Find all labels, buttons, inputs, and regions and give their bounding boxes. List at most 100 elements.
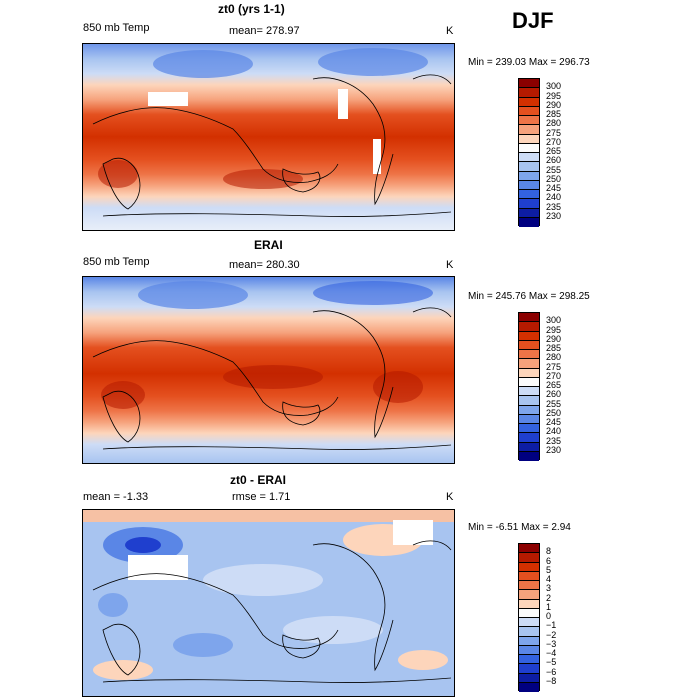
colorbar-swatch xyxy=(519,340,539,350)
colorbar-tick-label: 235 xyxy=(546,201,562,212)
colorbar-swatch xyxy=(519,313,539,323)
panel-2-minmax: Min = 245.76 Max = 298.25 xyxy=(468,291,590,302)
colorbar-swatch xyxy=(519,562,539,572)
colorbar-tick-label: 240 xyxy=(546,192,562,203)
colorbar-swatch xyxy=(519,414,539,424)
colorbar-tick-label: 275 xyxy=(546,361,562,372)
colorbar-swatch xyxy=(519,627,539,637)
colorbar-tick-label: 1 xyxy=(546,601,552,612)
colorbar-tick-label: 285 xyxy=(546,109,562,119)
colorbar-swatch xyxy=(519,424,539,434)
colorbar-swatch xyxy=(519,655,539,665)
colorbar-tick-label: 290 xyxy=(546,99,562,110)
colorbar-tick-label: 260 xyxy=(546,389,562,400)
colorbar-swatch xyxy=(519,451,539,461)
colorbar-swatch xyxy=(519,433,539,443)
colorbar-tick-label: 6 xyxy=(546,555,552,566)
colorbar-swatch xyxy=(519,368,539,378)
colorbar-swatch xyxy=(519,590,539,600)
colorbar-tick-label: 260 xyxy=(546,155,562,166)
colorbar-tick-label: −5 xyxy=(546,657,557,668)
colorbar-tick-label: 4 xyxy=(546,574,552,584)
panel-2-left-label: 850 mb Temp xyxy=(83,256,150,268)
colorbar-swatch xyxy=(519,88,539,98)
colorbar-tick-label: 280 xyxy=(546,352,562,363)
colorbar-swatch xyxy=(519,618,539,628)
colorbar-swatch xyxy=(519,97,539,107)
colorbar-swatch xyxy=(519,544,539,554)
colorbar-swatch xyxy=(519,217,539,227)
colorbar-tick-label: 255 xyxy=(546,398,562,409)
colorbar-tick-label: 230 xyxy=(546,210,562,221)
colorbar-tick-label: 235 xyxy=(546,435,562,446)
panel-2-unit: K xyxy=(446,259,454,271)
panel-3-minmax: Min = -6.51 Max = 2.94 xyxy=(468,522,571,533)
colorbar-swatch xyxy=(519,134,539,144)
colorbar-swatch xyxy=(519,180,539,190)
colorbar-tick-label: 0 xyxy=(546,611,552,621)
colorbar-tick-label: 8 xyxy=(546,546,552,557)
colorbar-swatch xyxy=(519,682,539,692)
panel-1-unit: K xyxy=(446,25,454,37)
colorbar-swatch xyxy=(519,79,539,89)
panel-1-minmax: Min = 239.03 Max = 296.73 xyxy=(468,57,590,68)
panel-3-unit: K xyxy=(446,491,454,503)
colorbar-tick-label: 2 xyxy=(546,592,552,603)
colorbar-tick-label: 275 xyxy=(546,127,562,138)
colorbar-swatch xyxy=(519,190,539,200)
panel-2-colorbar xyxy=(518,312,540,461)
panel-1-mean-label: mean= 278.97 xyxy=(229,25,300,37)
colorbar-tick-label: 250 xyxy=(546,173,562,184)
panel-2-title: ERAI xyxy=(254,238,283,252)
panel-3-title: zt0 - ERAI xyxy=(230,473,287,487)
colorbar-tick-label: −2 xyxy=(546,629,557,640)
colorbar-swatch xyxy=(519,405,539,415)
colorbar-tick-label: 285 xyxy=(546,343,562,353)
colorbar-swatch xyxy=(519,125,539,135)
colorbar-swatch xyxy=(519,106,539,116)
panel-1-title: zt0 (yrs 1-1) xyxy=(218,2,285,16)
colorbar-tick-label: 295 xyxy=(546,324,562,335)
colorbar-tick-label: −3 xyxy=(546,638,557,649)
colorbar-swatch xyxy=(519,636,539,646)
colorbar-tick-label: 270 xyxy=(546,370,562,381)
colorbar-swatch xyxy=(519,377,539,387)
colorbar-swatch xyxy=(519,199,539,209)
colorbar-swatch xyxy=(519,396,539,406)
colorbar-swatch xyxy=(519,143,539,153)
colorbar-swatch xyxy=(519,673,539,683)
season-label: DJF xyxy=(512,8,554,33)
colorbar-swatch xyxy=(519,553,539,563)
colorbar-tick-label: −1 xyxy=(546,620,557,631)
colorbar-tick-label: 240 xyxy=(546,426,562,437)
colorbar-tick-label: −8 xyxy=(546,675,557,686)
colorbar-swatch xyxy=(519,322,539,332)
colorbar-swatch xyxy=(519,645,539,655)
colorbar-tick-label: 255 xyxy=(546,164,562,175)
colorbar-swatch xyxy=(519,664,539,674)
colorbar-tick-label: 265 xyxy=(546,146,562,156)
panel-3-rmse-label: rmse = 1.71 xyxy=(232,491,291,503)
panel-1-map xyxy=(82,43,455,231)
colorbar-tick-label: 270 xyxy=(546,136,562,147)
colorbar-tick-label: −6 xyxy=(546,666,557,677)
panel-2-map xyxy=(82,276,455,464)
panel-1-left-label: 850 mb Temp xyxy=(83,22,150,34)
panel-3-map xyxy=(82,509,455,697)
colorbar-tick-label: −4 xyxy=(546,648,557,658)
panel-3-mean-label: mean = -1.33 xyxy=(83,491,149,503)
colorbar-swatch xyxy=(519,171,539,181)
panel-2-mean-label: mean= 280.30 xyxy=(229,259,300,271)
panel-1-colorbar xyxy=(518,78,540,227)
colorbar-tick-label: 230 xyxy=(546,444,562,455)
colorbar-swatch xyxy=(519,162,539,172)
colorbar-swatch xyxy=(519,581,539,591)
colorbar-swatch xyxy=(519,153,539,163)
colorbar-tick-label: 265 xyxy=(546,380,562,390)
panel-3-colorbar xyxy=(518,543,540,692)
colorbar-tick-label: 5 xyxy=(546,564,552,575)
colorbar-swatch xyxy=(519,331,539,341)
colorbar-swatch xyxy=(519,442,539,452)
colorbar-swatch xyxy=(519,599,539,609)
colorbar-swatch xyxy=(519,116,539,126)
